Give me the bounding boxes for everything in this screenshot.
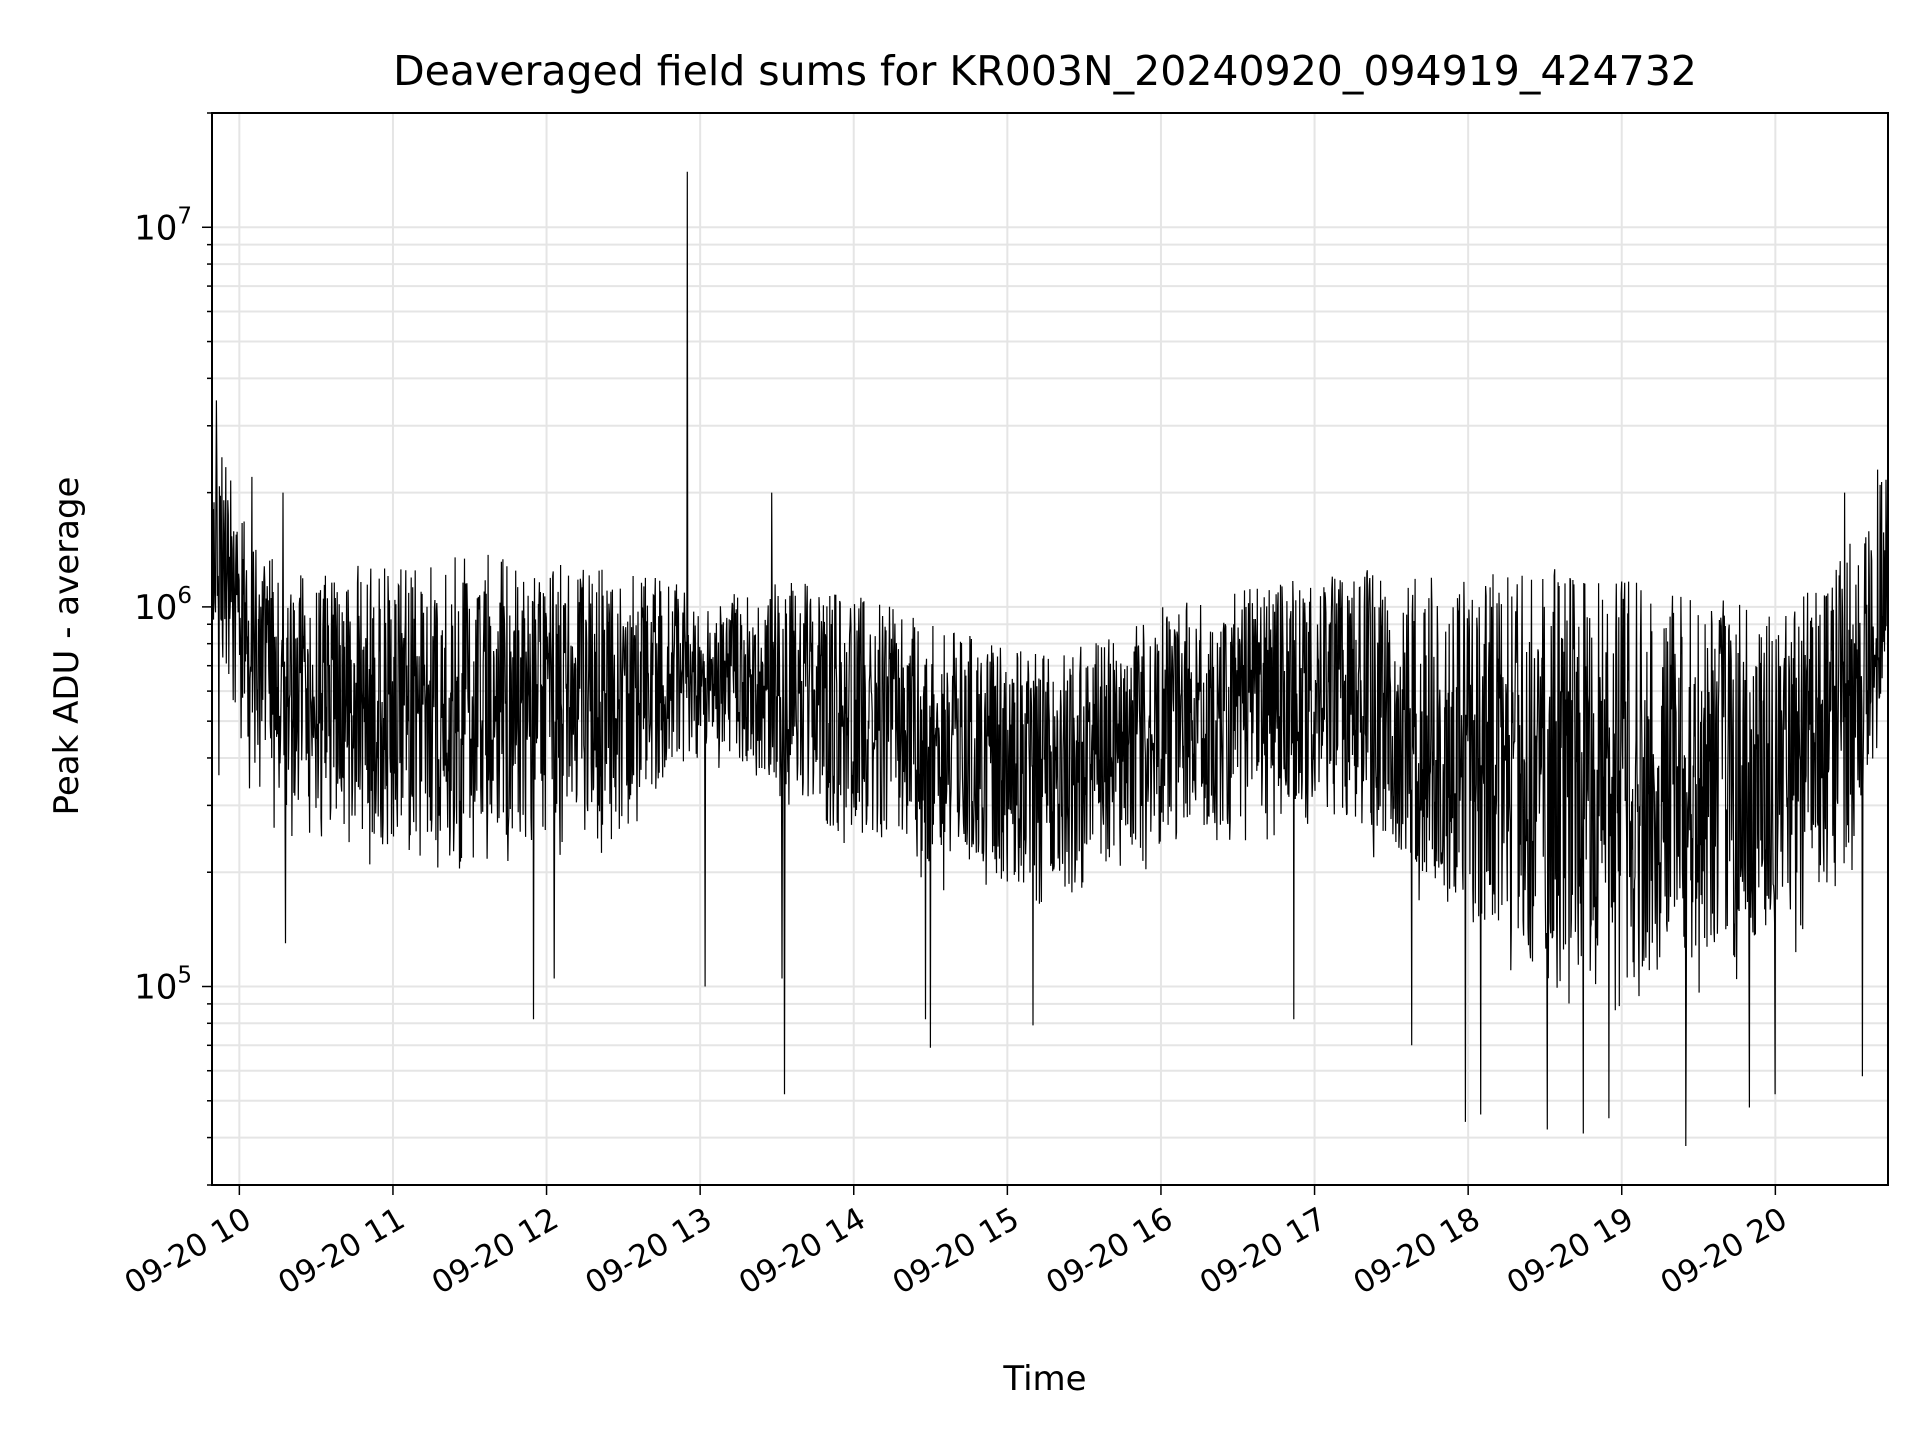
y-axis: 105 106 107 [134, 112, 212, 1186]
series-path [211, 171, 1889, 1147]
series-line [211, 171, 1889, 1147]
x-axis-label: Time [1002, 1359, 1086, 1399]
chart-title: Deaveraged field sums for KR003N_2024092… [393, 47, 1697, 95]
y-tick-label: 106 [134, 583, 192, 628]
y-tick-label: 105 [134, 963, 192, 1008]
y-axis-label: Peak ADU - average [47, 477, 87, 816]
plot-frame [211, 112, 1889, 1186]
y-tick-label: 107 [134, 203, 192, 248]
